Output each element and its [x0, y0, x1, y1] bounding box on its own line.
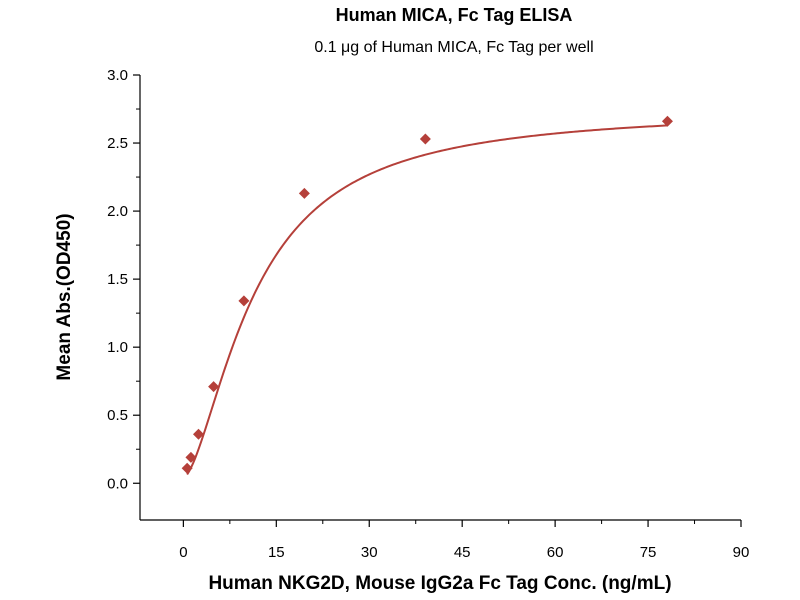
x-tick-label: 30 [361, 544, 378, 561]
data-point [238, 295, 250, 307]
data-point [661, 115, 673, 127]
plot-area: 0.0 0.5 1.0 1.5 2.0 2.5 3.0 0 15 30 45 60 75 90 [107, 67, 749, 561]
chart-title: Human MICA, Fc Tag ELISA [336, 5, 573, 25]
y-tick-label: 0.0 [107, 475, 128, 492]
data-point [192, 428, 204, 440]
fit-curve [186, 124, 668, 476]
x-tick-label: 45 [454, 544, 471, 561]
y-tick-label: 1.5 [107, 271, 128, 288]
y-axis-title: Mean Abs.(OD450) [54, 213, 75, 380]
y-ticks: 0.0 0.5 1.0 1.5 2.0 2.5 3.0 [107, 67, 140, 492]
x-tick-label: 90 [733, 544, 750, 561]
data-points [181, 115, 673, 474]
data-point [419, 133, 431, 145]
data-point [208, 381, 220, 393]
y-tick-label: 0.5 [107, 407, 128, 424]
x-tick-label: 60 [547, 544, 564, 561]
x-ticks: 0 15 30 45 60 75 90 [179, 520, 749, 561]
y-tick-label: 2.5 [107, 135, 128, 152]
data-point [298, 187, 310, 199]
data-point [181, 462, 193, 474]
data-point [185, 451, 197, 463]
x-axis-title: Human NKG2D, Mouse IgG2a Fc Tag Conc. (n… [208, 573, 671, 594]
x-tick-label: 15 [268, 544, 285, 561]
y-tick-label: 3.0 [107, 67, 128, 84]
y-tick-label: 2.0 [107, 203, 128, 220]
y-tick-label: 1.0 [107, 339, 128, 356]
x-tick-label: 0 [179, 544, 187, 561]
x-tick-label: 75 [640, 544, 657, 561]
chart-subtitle: 0.1 μg of Human MICA, Fc Tag per well [314, 39, 593, 56]
